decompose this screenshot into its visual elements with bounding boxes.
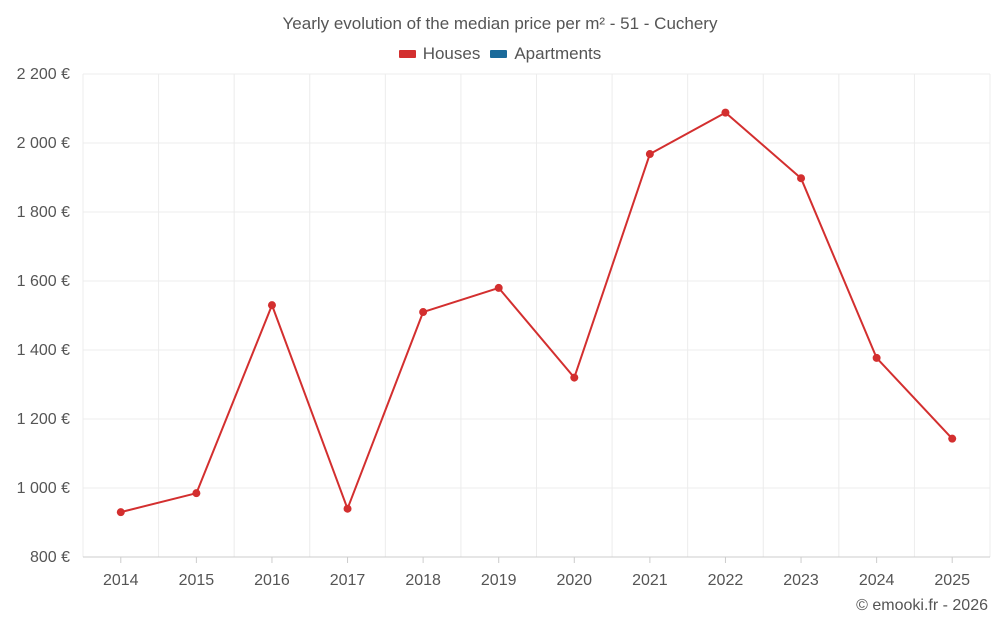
x-tick-label: 2015 [179, 572, 215, 589]
x-tick-label: 2024 [859, 572, 895, 589]
data-point-houses-2025 [948, 434, 957, 443]
data-point-houses-2017 [343, 504, 352, 513]
x-tick-label: 2019 [481, 572, 517, 589]
data-point-houses-2016 [267, 301, 276, 310]
legend-swatch-houses [398, 50, 416, 58]
x-tick-label: 2020 [556, 572, 592, 589]
legend-label-apartments: Apartments [514, 44, 602, 63]
data-point-houses-2021 [645, 150, 654, 159]
axis-layer: 800 € 1 000 € 1 200 € 1 400 € 1 600 € 1 800 €… [17, 66, 990, 589]
data-point-houses-2020 [570, 373, 579, 382]
y-tick-label: 1 600 € [17, 273, 70, 290]
y-tick-label: 2 200 € [17, 66, 70, 83]
series-line-houses [120, 111, 953, 514]
y-tick-label: 2 000 € [17, 135, 70, 152]
x-tick-label: 2016 [254, 572, 290, 589]
chart-legend: Houses Apartments [0, 44, 1000, 64]
y-tick-label: 1 000 € [17, 480, 70, 497]
x-tick-label: 2017 [330, 572, 366, 589]
series-layer [120, 111, 953, 514]
data-point-houses-2023 [797, 174, 806, 183]
x-tick-label: 2014 [103, 572, 139, 589]
x-tick-label: 2021 [632, 572, 668, 589]
legend-item-houses[interactable]: Houses [398, 44, 481, 64]
credit-text: © emooki.fr - 2026 [856, 597, 988, 614]
x-tick-label: 2018 [405, 572, 441, 589]
chart-title: Yearly evolution of the median price per… [282, 14, 718, 33]
x-tick-label: 2023 [783, 572, 819, 589]
y-tick-label: 1 200 € [17, 411, 70, 428]
legend-item-apartments[interactable]: Apartments [490, 44, 601, 64]
data-point-houses-2019 [494, 283, 503, 292]
x-tick-label: 2022 [708, 572, 744, 589]
legend-swatch-apartments [490, 50, 508, 58]
data-point-houses-2024 [872, 353, 881, 362]
data-point-houses-2014 [116, 508, 125, 517]
legend-label-houses: Houses [422, 44, 481, 63]
data-point-houses-2018 [419, 308, 428, 317]
grid-layer [82, 73, 991, 557]
y-tick-label: 1 800 € [17, 204, 70, 221]
point-layer [116, 108, 957, 517]
data-point-houses-2022 [721, 108, 730, 117]
y-tick-label: 800 € [30, 549, 70, 566]
x-tick-label: 2025 [934, 572, 970, 589]
y-tick-label: 1 400 € [17, 342, 70, 359]
data-point-houses-2015 [192, 489, 201, 498]
